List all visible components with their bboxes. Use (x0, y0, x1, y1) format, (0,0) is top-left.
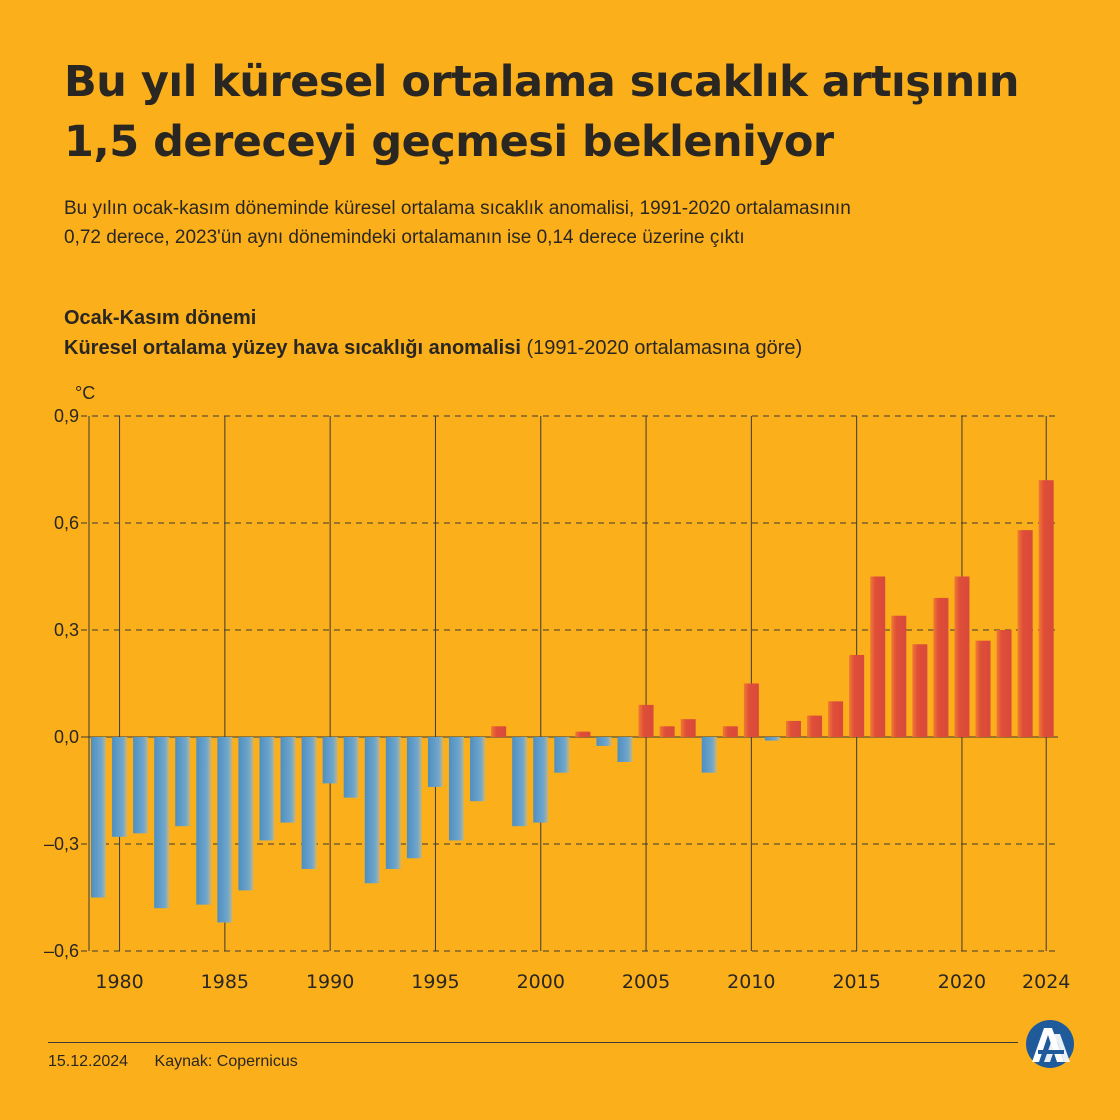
bar-2001 (554, 737, 570, 773)
bar-2004 (617, 737, 633, 762)
subtitle: Bu yılın ocak-kasım döneminde küresel or… (64, 194, 1064, 252)
bar-1983 (175, 737, 191, 827)
bar-2015 (849, 654, 865, 737)
bar-2002 (575, 731, 591, 737)
bar-2020 (954, 576, 970, 737)
x-tick-label: 2010 (727, 971, 775, 993)
bar-1987 (259, 737, 275, 841)
bar-1986 (238, 737, 254, 891)
bar-2005 (638, 704, 654, 737)
bar-1982 (154, 737, 170, 909)
bar-2011 (764, 737, 780, 741)
y-tick-label: –0,3 (44, 834, 79, 854)
footer-source: Kaynak: Copernicus (154, 1053, 298, 1070)
x-tick-label: 2000 (517, 971, 565, 993)
chart-description-bold: Küresel ortalama yüzey hava sıcaklığı an… (64, 337, 521, 359)
page-title: Bu yıl küresel ortalama sıcaklık artışın… (64, 52, 1064, 172)
bar-2013 (807, 715, 823, 737)
bar-2006 (659, 726, 675, 737)
bar-2012 (785, 720, 801, 737)
bar-1991 (343, 737, 359, 798)
bar-2009 (722, 726, 738, 737)
chart-heading: Ocak-Kasım dönemi Küresel ortalama yüzey… (64, 303, 1064, 363)
title-line-1: Bu yıl küresel ortalama sıcaklık artışın… (64, 57, 1020, 107)
bar-2023 (1017, 530, 1033, 737)
y-tick-label: 0,9 (54, 406, 79, 426)
bar-1994 (406, 737, 422, 859)
bar-1988 (280, 737, 296, 823)
bar-2019 (933, 597, 949, 737)
bar-1980 (112, 737, 128, 837)
footer-divider (48, 1042, 1018, 1043)
x-tick-label: 1995 (411, 971, 459, 993)
x-tick-label: 1980 (95, 971, 143, 993)
bar-2022 (996, 630, 1012, 737)
bar-1999 (512, 737, 528, 827)
bar-1989 (301, 737, 317, 869)
x-tick-label: 1990 (306, 971, 354, 993)
subtitle-line-1: Bu yılın ocak-kasım döneminde küresel or… (64, 198, 851, 219)
chart-bars (91, 480, 1054, 923)
chart-description: Küresel ortalama yüzey hava sıcaklığı an… (64, 333, 1064, 363)
y-tick-label: 0,3 (54, 620, 79, 640)
bar-2000 (533, 737, 549, 823)
bar-2008 (701, 737, 717, 773)
aa-logo-icon (1026, 1020, 1074, 1068)
bar-2007 (680, 719, 696, 737)
x-tick-label: 2020 (938, 971, 986, 993)
x-tick-label: 1985 (201, 971, 249, 993)
bar-1985 (217, 737, 233, 923)
bar-1979 (91, 737, 106, 898)
subtitle-line-2: 0,72 derece, 2023'ün aynı dönemindeki or… (64, 227, 745, 248)
bar-2014 (828, 701, 844, 737)
chart-period: Ocak-Kasım dönemi (64, 307, 257, 329)
bar-1993 (385, 737, 401, 869)
bar-2021 (975, 640, 991, 737)
y-tick-label: 0,6 (54, 513, 79, 533)
footer: 15.12.2024 Kaynak: Copernicus (48, 1052, 320, 1072)
bar-2017 (891, 615, 907, 737)
bar-1990 (322, 737, 338, 784)
y-axis-unit: °C (75, 383, 95, 403)
title-line-2: 1,5 dereceyi geçmesi bekleniyor (64, 117, 834, 167)
bar-2018 (912, 644, 928, 737)
x-tick-label: 2005 (622, 971, 670, 993)
chart-description-rest: (1991-2020 ortalamasına göre) (520, 337, 803, 359)
y-tick-label: 0,0 (54, 727, 79, 747)
bar-1984 (196, 737, 212, 905)
y-tick-label: –0,6 (44, 941, 79, 961)
x-tick-label: 2015 (832, 971, 880, 993)
chart-labels: 0,9 0,6 0,3 0,0 –0,3 –0,6 °C 1980 1985 1990 1995 20… (44, 383, 1070, 993)
bar-2003 (596, 737, 612, 746)
bar-1996 (449, 737, 465, 841)
bar-2024 (1038, 480, 1054, 737)
bar-2010 (743, 683, 759, 737)
x-tick-label: 2024 (1022, 971, 1070, 993)
bar-1995 (427, 737, 443, 787)
footer-date: 15.12.2024 (48, 1053, 129, 1070)
anomaly-bar-chart: 0,9 0,6 0,3 0,0 –0,3 –0,6 °C 1980 1985 1990 1995 20… (44, 383, 1070, 993)
bar-1981 (133, 737, 149, 834)
bar-2016 (870, 576, 886, 737)
bar-1997 (470, 737, 486, 802)
bar-1998 (491, 726, 507, 737)
bar-1992 (364, 737, 380, 884)
